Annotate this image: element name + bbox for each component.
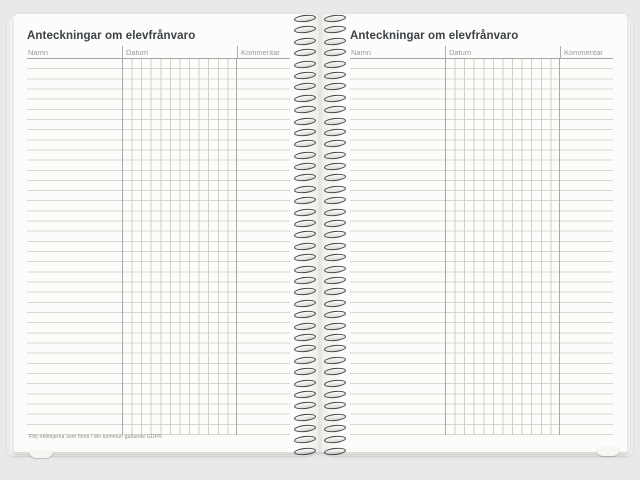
right-page: Anteckningar om elevfrånvaro Namn Datum … (320, 14, 627, 452)
column-header-kommentar: Kommentar (560, 46, 613, 58)
ruled-grid (350, 59, 613, 435)
page-title: Anteckningar om elevfrånvaro (27, 30, 196, 42)
table-header-row: Namn Datum Kommentar (27, 46, 290, 59)
left-page: Anteckningar om elevfrånvaro Namn Datum … (14, 14, 320, 452)
page-curl-right (596, 447, 620, 456)
spine-seam (316, 14, 324, 452)
absence-table: Namn Datum Kommentar (27, 46, 290, 435)
absence-table: Namn Datum Kommentar (350, 46, 613, 435)
column-header-datum: Datum (122, 46, 237, 58)
datum-checkbox-grid (122, 59, 237, 435)
column-header-namn: Namn (351, 48, 372, 57)
gdpr-footnote: Följ riktlinjerna som finns i din kommun… (29, 434, 163, 440)
ruled-grid (27, 59, 290, 435)
datum-checkbox-grid (445, 59, 560, 435)
page-curl-left (29, 449, 53, 458)
page-title: Anteckningar om elevfrånvaro (350, 30, 519, 42)
column-header-datum: Datum (445, 46, 560, 58)
column-header-kommentar: Kommentar (237, 46, 290, 58)
table-header-row: Namn Datum Kommentar (350, 46, 613, 59)
column-header-namn: Namn (28, 48, 49, 57)
